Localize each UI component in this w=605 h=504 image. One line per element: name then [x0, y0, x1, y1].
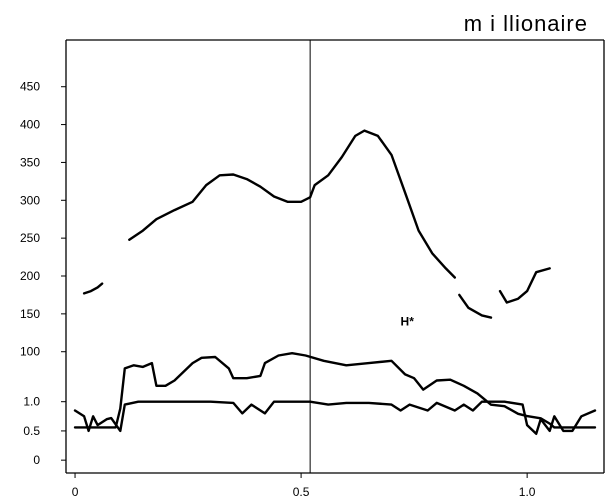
y-tick-label: 350 — [20, 155, 40, 169]
y-tick-label: 400 — [20, 118, 40, 132]
y-tick-label: 250 — [20, 231, 40, 245]
y-tick-label: 0.5 — [23, 424, 40, 438]
y-tick-label: 1.0 — [23, 395, 40, 409]
series-line-2 — [73, 352, 597, 429]
y-tick-label: 300 — [20, 193, 40, 207]
lower-y-axis: 0 0.5 1.0 — [23, 395, 66, 467]
series-layer — [73, 129, 597, 435]
y-tick-label: 0 — [33, 453, 40, 467]
y-tick-label: 100 — [20, 345, 40, 359]
series-line-1 — [128, 129, 456, 279]
plot-frame-group — [65, 39, 605, 474]
x-tick-label: 1.0 — [519, 485, 536, 499]
x-axis: 0 0.5 1.0 — [72, 473, 536, 499]
y-tick-label: 150 — [20, 307, 40, 321]
annotation-h-star: H* — [401, 314, 415, 328]
x-tick-label: 0 — [72, 485, 79, 499]
series-line-1 — [498, 267, 551, 304]
x-tick-label: 0.5 — [293, 485, 310, 499]
y-tick-label: 450 — [20, 80, 40, 94]
series-line-3 — [73, 400, 597, 435]
series-line-1 — [82, 282, 104, 295]
chart-title: m i llionaire — [464, 11, 588, 36]
series-line-1 — [458, 293, 493, 319]
upper-y-axis: 100 150 200 250 300 350 400 450 — [20, 80, 66, 359]
y-tick-label: 200 — [20, 269, 40, 283]
